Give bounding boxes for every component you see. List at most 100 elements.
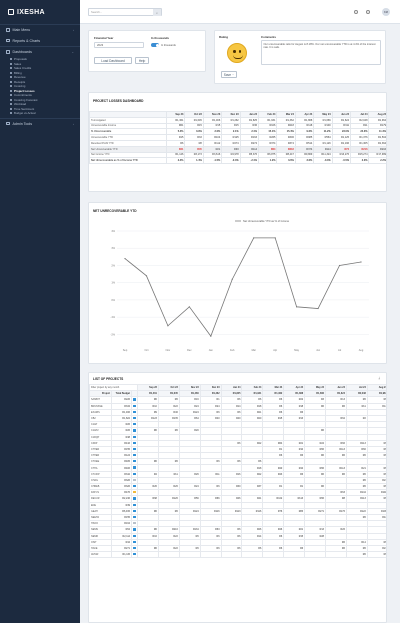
comments-textarea[interactable]: Our unrecoverable ratio for August is 8.… — [261, 40, 381, 65]
value-cell: R1,305 — [350, 140, 370, 147]
table-row[interactable]: CHAIL R326 R6 R21 — [89, 476, 386, 485]
search-icon: ⌕ — [156, 10, 158, 15]
losses-row: Net Unrecoverable YTD R21 R45 R21 R93 R114 R64… — [89, 145, 386, 153]
brand-name: IXESHA — [17, 8, 45, 16]
chart-card: NET UNRECOVERABLE YTD Net Unrecoverable … — [88, 202, 387, 364]
table-row[interactable]: C3DP R416 R6 R22 R64 R21 R24 R66 R113 R6 — [89, 439, 386, 447]
data-point — [338, 264, 341, 267]
status-square-icon — [133, 423, 136, 426]
subitem-label: Workload — [14, 102, 27, 107]
rating-label: Rating — [219, 35, 228, 39]
sidebar-item-reports[interactable]: Reports & Charts — [0, 35, 80, 46]
status-square-icon — [133, 472, 136, 475]
load-dashboard-button[interactable]: Load Dashboard — [94, 57, 132, 64]
avatar[interactable]: KM — [382, 8, 390, 16]
settings-icon[interactable] — [354, 10, 358, 14]
sidebar-subitem[interactable]: Invoicing Forecast — [10, 98, 80, 103]
series-line — [124, 237, 362, 337]
subitem-icon — [10, 89, 12, 92]
subitem-label: Revenue — [14, 75, 26, 80]
subitem-label: Invoicing Forecast — [14, 97, 38, 102]
data-point — [188, 306, 190, 308]
table-row[interactable]: SAMBIT R226 R6 R6 R16 R1 R6 R6 R6 R22 R3 R13 R6 R6 — [89, 396, 386, 404]
data-point — [145, 275, 148, 277]
subitem-label: Billing — [14, 70, 22, 75]
value-cell: 1.2% — [258, 157, 278, 165]
help-button[interactable]: Help — [135, 57, 149, 64]
sidebar-subitem[interactable]: Project Losses — [10, 89, 80, 94]
sidebar-item-admin[interactable]: Admin Tools › — [0, 117, 80, 129]
data-point — [231, 278, 233, 280]
month-filter-select[interactable]: Filter project by any month — [91, 386, 120, 390]
x-tick-label: Jul — [338, 349, 342, 352]
subitem-icon — [10, 107, 12, 110]
value-cell — [220, 551, 243, 559]
value-cell — [325, 551, 347, 559]
comments-label: Comments — [261, 35, 276, 39]
value-cell: R6 — [345, 551, 368, 559]
sidebar-subitem[interactable]: Sales Credits — [10, 66, 80, 71]
losses-row: Unrecoverable Income R61 R15 R15 R15 R36 R106 R… — [89, 122, 386, 130]
sidebar-subitem[interactable]: Proposals — [10, 57, 80, 62]
x-tick-label: Dec — [187, 349, 192, 352]
subitem-label: Project Losses — [14, 88, 35, 93]
value-cell: R216 — [368, 145, 386, 153]
status-square-icon — [133, 460, 136, 463]
table-row[interactable]: JETAR R1,115 R6 R6 — [89, 551, 386, 559]
chevron-down-icon: ⌄ — [71, 50, 74, 54]
save-button[interactable]: Save ⌄ — [221, 71, 237, 78]
sidebar-subitem[interactable]: Invoicing — [10, 84, 80, 89]
sidebar-item-dashboards[interactable]: Dashboards ⌄ — [0, 46, 80, 57]
projects-table: Filter project by any month Sep 23 Oct 23 N… — [89, 383, 386, 559]
smiley-face-icon[interactable] — [227, 43, 247, 63]
value-cell: 1.4% — [184, 157, 204, 165]
subitem-label: Commitments — [14, 93, 32, 98]
sidebar-subitem[interactable]: Time Sentiment — [10, 107, 80, 112]
brand-logo[interactable]: IXESHA — [0, 0, 80, 24]
search-button[interactable]: ⌕ — [153, 9, 161, 16]
y-tick-label: 1% — [111, 282, 115, 285]
table-row[interactable]: DECUR R2,246 R68 R126 R56 R66 R46 R41 R102 R113 R6… — [89, 495, 386, 503]
table-row[interactable]: CHREB R326 R26 R26 R24 R6 R30 R37 R1 R1 R6 R6 R6 — [89, 482, 386, 491]
sidebar-item-label: Reports & Charts — [12, 38, 41, 43]
sidebar-subitem[interactable]: Commitments — [10, 93, 80, 98]
data-point — [296, 306, 298, 308]
status-square-icon — [133, 485, 136, 488]
value-cell: -0.5% — [331, 157, 352, 165]
project-name: JETAR — [89, 551, 112, 559]
subitem-icon — [10, 80, 12, 83]
value-cell: 3.6% — [276, 157, 296, 165]
download-icon[interactable]: ⤓ — [378, 376, 381, 380]
data-point — [124, 257, 126, 260]
y-tick-label: -1% — [111, 316, 116, 319]
subitem-label: Budget vs Actual — [14, 111, 36, 116]
data-point — [317, 307, 319, 310]
sidebar-subitem[interactable]: Revenue — [10, 75, 80, 80]
value-cell — [262, 551, 285, 559]
sidebar-subitem[interactable]: Sales — [10, 62, 80, 67]
sidebar-item-main-menu[interactable]: Main Menu › — [0, 24, 80, 35]
y-tick-label: 2% — [111, 264, 115, 267]
sidebar-subitem[interactable]: Budget vs Actual — [10, 111, 80, 116]
value-cell — [241, 551, 264, 559]
chart-title: NET UNRECOVERABLE YTD — [93, 209, 137, 213]
value-cell: R1,504 — [368, 134, 386, 141]
search-input[interactable]: Search... ⌕ — [88, 8, 162, 16]
notifications-icon[interactable] — [366, 10, 370, 14]
table-row[interactable]: CTHA R406 R18 R20 R44 R66 R113 R21 R6 — [89, 464, 386, 472]
table-row[interactable]: OSIT R44 R6 R14 R6 — [89, 538, 386, 546]
subitem-icon — [10, 76, 12, 79]
dashboard-submenu: Proposals Sales Sales Credits Billing Revenu… — [0, 57, 80, 118]
sidebar-subitem[interactable]: Workload — [10, 102, 80, 107]
sidebar-subitem[interactable]: Receipts — [10, 80, 80, 85]
sidebar-subitem[interactable]: Billing — [10, 71, 80, 76]
sidebar-item-label: Admin Tools — [12, 121, 33, 126]
thousands-toggle[interactable] — [151, 43, 159, 47]
value-cell: R17,999 — [368, 151, 386, 159]
status-square-icon — [133, 441, 136, 444]
value-cell: 11.4% — [368, 128, 386, 136]
table-row[interactable]: CTOEE R405 R6 R6 R6 R6 R6 — [89, 458, 386, 466]
status-square-icon — [133, 416, 136, 420]
fy-input[interactable]: 2023 — [94, 42, 144, 48]
fy-label: Financial Year — [94, 36, 114, 40]
